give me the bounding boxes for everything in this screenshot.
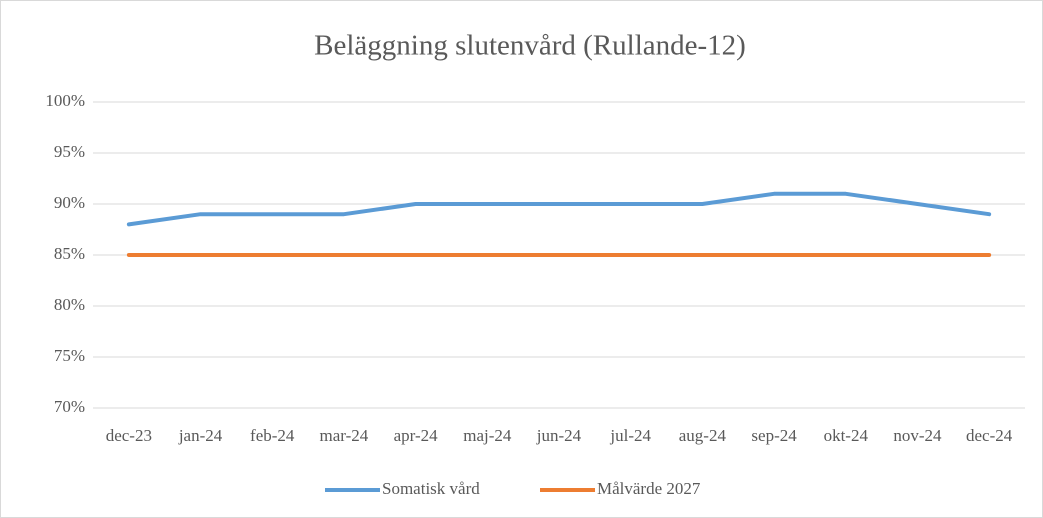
x-tick-label: nov-24 [893,426,942,445]
y-tick-label: 70% [54,397,85,416]
x-tick-label: maj-24 [463,426,512,445]
chart-title: Beläggning slutenvård (Rullande-12) [314,30,746,62]
x-tick-label: feb-24 [250,426,295,445]
y-tick-label: 80% [54,295,85,314]
x-tick-label: jun-24 [536,426,582,445]
x-tick-label: dec-23 [106,426,152,445]
y-tick-label: 75% [54,346,85,365]
legend-label: Somatisk vård [382,479,480,498]
x-tick-label: dec-24 [966,426,1013,445]
y-tick-label: 100% [45,91,85,110]
x-tick-label: okt-24 [824,426,869,445]
x-tick-label: mar-24 [320,426,369,445]
x-tick-label: apr-24 [394,426,439,445]
x-tick-label: sep-24 [751,426,797,445]
x-tick-label: aug-24 [679,426,727,445]
series-line [126,191,992,227]
x-tick-label: jul-24 [609,426,651,445]
x-tick-label: jan-24 [178,426,223,445]
legend-label: Målvärde 2027 [597,479,701,498]
y-tick-label: 90% [54,193,85,212]
y-tick-label: 95% [54,142,85,161]
y-tick-label: 85% [54,244,85,263]
